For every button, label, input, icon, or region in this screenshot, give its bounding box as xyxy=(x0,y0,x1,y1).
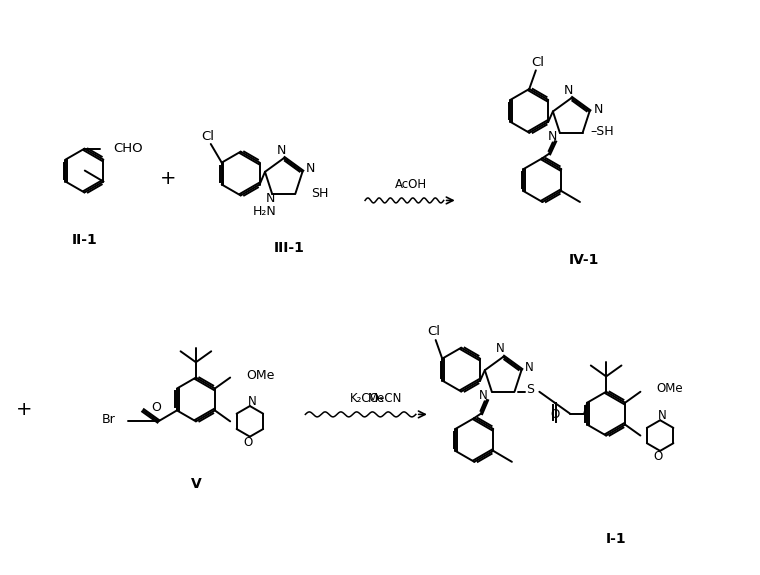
Text: O: O xyxy=(550,408,559,421)
Text: H₂N: H₂N xyxy=(252,205,276,218)
Text: Cl: Cl xyxy=(201,129,214,143)
Text: N: N xyxy=(496,343,505,355)
Text: O: O xyxy=(654,450,663,463)
Text: K₂CO₃: K₂CO₃ xyxy=(350,392,385,405)
Text: +: + xyxy=(15,400,32,419)
Text: Br: Br xyxy=(102,413,116,426)
Text: AcOH: AcOH xyxy=(395,178,427,191)
Text: N: N xyxy=(525,361,534,374)
Text: S: S xyxy=(527,384,534,396)
Text: N: N xyxy=(657,409,667,421)
Text: N: N xyxy=(277,144,287,157)
Text: N: N xyxy=(306,162,315,175)
Text: +: + xyxy=(160,169,176,188)
Text: Cl: Cl xyxy=(427,325,440,338)
Text: SH: SH xyxy=(312,187,328,200)
Text: I-1: I-1 xyxy=(606,532,626,546)
Text: III-1: III-1 xyxy=(274,241,304,255)
Text: N: N xyxy=(265,193,275,205)
Text: MeCN: MeCN xyxy=(369,392,403,405)
Text: IV-1: IV-1 xyxy=(568,253,599,267)
Text: CHO: CHO xyxy=(114,142,144,155)
Text: II-1: II-1 xyxy=(71,233,97,247)
Text: N: N xyxy=(564,84,573,97)
Text: O: O xyxy=(151,401,161,414)
Text: OMe: OMe xyxy=(657,382,683,395)
Text: OMe: OMe xyxy=(246,369,274,382)
Text: Cl: Cl xyxy=(531,56,544,69)
Text: N: N xyxy=(594,103,603,116)
Text: N: N xyxy=(248,394,256,408)
Text: N: N xyxy=(547,131,556,144)
Text: N: N xyxy=(479,389,487,402)
Text: O: O xyxy=(243,436,252,449)
Text: –SH: –SH xyxy=(591,125,614,137)
Text: V: V xyxy=(191,477,201,491)
